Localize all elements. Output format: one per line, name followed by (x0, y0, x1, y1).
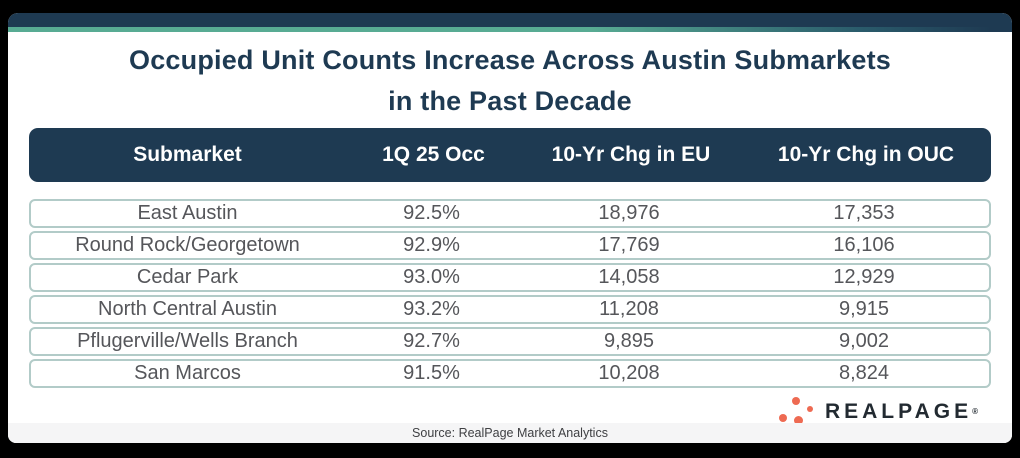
table-row: Cedar Park 93.0% 14,058 12,929 (29, 263, 991, 292)
table-row: Pflugerville/Wells Branch 92.7% 9,895 9,… (29, 327, 991, 356)
cell-chg-eu: 9,895 (603, 330, 655, 352)
teal-accent-line (8, 27, 1012, 32)
cell-occupancy: 92.9% (403, 234, 460, 256)
page-title: Occupied Unit Counts Increase Across Aus… (8, 40, 1012, 122)
table-row: East Austin 92.5% 18,976 17,353 (29, 199, 991, 228)
cell-chg-eu: 14,058 (598, 266, 660, 288)
cell-chg-eu: 10,208 (598, 362, 660, 384)
cell-chg-ouc: 12,929 (833, 266, 895, 288)
cell-chg-ouc: 8,824 (838, 362, 890, 384)
source-text: Source: RealPage Market Analytics (412, 426, 608, 440)
logo-dot (791, 397, 800, 405)
column-header-occupancy: 1Q 25 Occ (382, 143, 485, 166)
logo-dot (778, 414, 787, 422)
logo-dot (806, 406, 813, 412)
cell-submarket: North Central Austin (98, 298, 277, 320)
title-line-2: in the Past Decade (388, 86, 632, 116)
table-header-row: Submarket 1Q 25 Occ 10-Yr Chg in EU 10-Y… (29, 128, 991, 182)
table-row: Round Rock/Georgetown 92.9% 17,769 16,10… (29, 231, 991, 260)
cell-chg-eu: 18,976 (598, 202, 660, 224)
trademark-symbol: ® (972, 407, 978, 416)
cell-occupancy: 93.0% (403, 266, 460, 288)
cell-occupancy: 91.5% (403, 362, 460, 384)
column-header-chg-ouc: 10-Yr Chg in OUC (777, 143, 955, 166)
table-row: San Marcos 91.5% 10,208 8,824 (29, 359, 991, 388)
column-header-chg-eu: 10-Yr Chg in EU (551, 143, 711, 166)
cell-chg-ouc: 16,106 (833, 234, 895, 256)
cell-submarket: East Austin (137, 202, 238, 224)
cell-chg-eu: 11,208 (599, 298, 659, 320)
cell-occupancy: 92.7% (403, 330, 460, 352)
cell-chg-ouc: 9,002 (838, 330, 890, 352)
infographic-card: Occupied Unit Counts Increase Across Aus… (8, 13, 1012, 443)
table-body: East Austin 92.5% 18,976 17,353 Round Ro… (29, 199, 991, 388)
top-navy-bar (8, 13, 1012, 27)
cell-chg-ouc: 9,915 (838, 298, 890, 320)
cell-occupancy: 93.2% (403, 298, 460, 320)
logo-dot (793, 416, 803, 425)
cell-chg-eu: 17,769 (598, 234, 660, 256)
cell-submarket: San Marcos (134, 362, 241, 384)
column-header-submarket: Submarket (133, 143, 242, 166)
table-row: North Central Austin 93.2% 11,208 9,915 (29, 295, 991, 324)
cell-chg-ouc: 17,353 (833, 202, 895, 224)
cell-submarket: Cedar Park (136, 266, 239, 288)
cell-submarket: Round Rock/Georgetown (75, 234, 300, 256)
source-strip: Source: RealPage Market Analytics (8, 423, 1012, 443)
cell-occupancy: 92.5% (403, 202, 460, 224)
logo-wordmark: REALPAGE® (824, 400, 978, 423)
cell-submarket: Pflugerville/Wells Branch (77, 330, 298, 352)
data-table: Submarket 1Q 25 Occ 10-Yr Chg in EU 10-Y… (29, 128, 991, 388)
realpage-dots-icon (778, 397, 815, 426)
title-line-1: Occupied Unit Counts Increase Across Aus… (129, 45, 891, 75)
